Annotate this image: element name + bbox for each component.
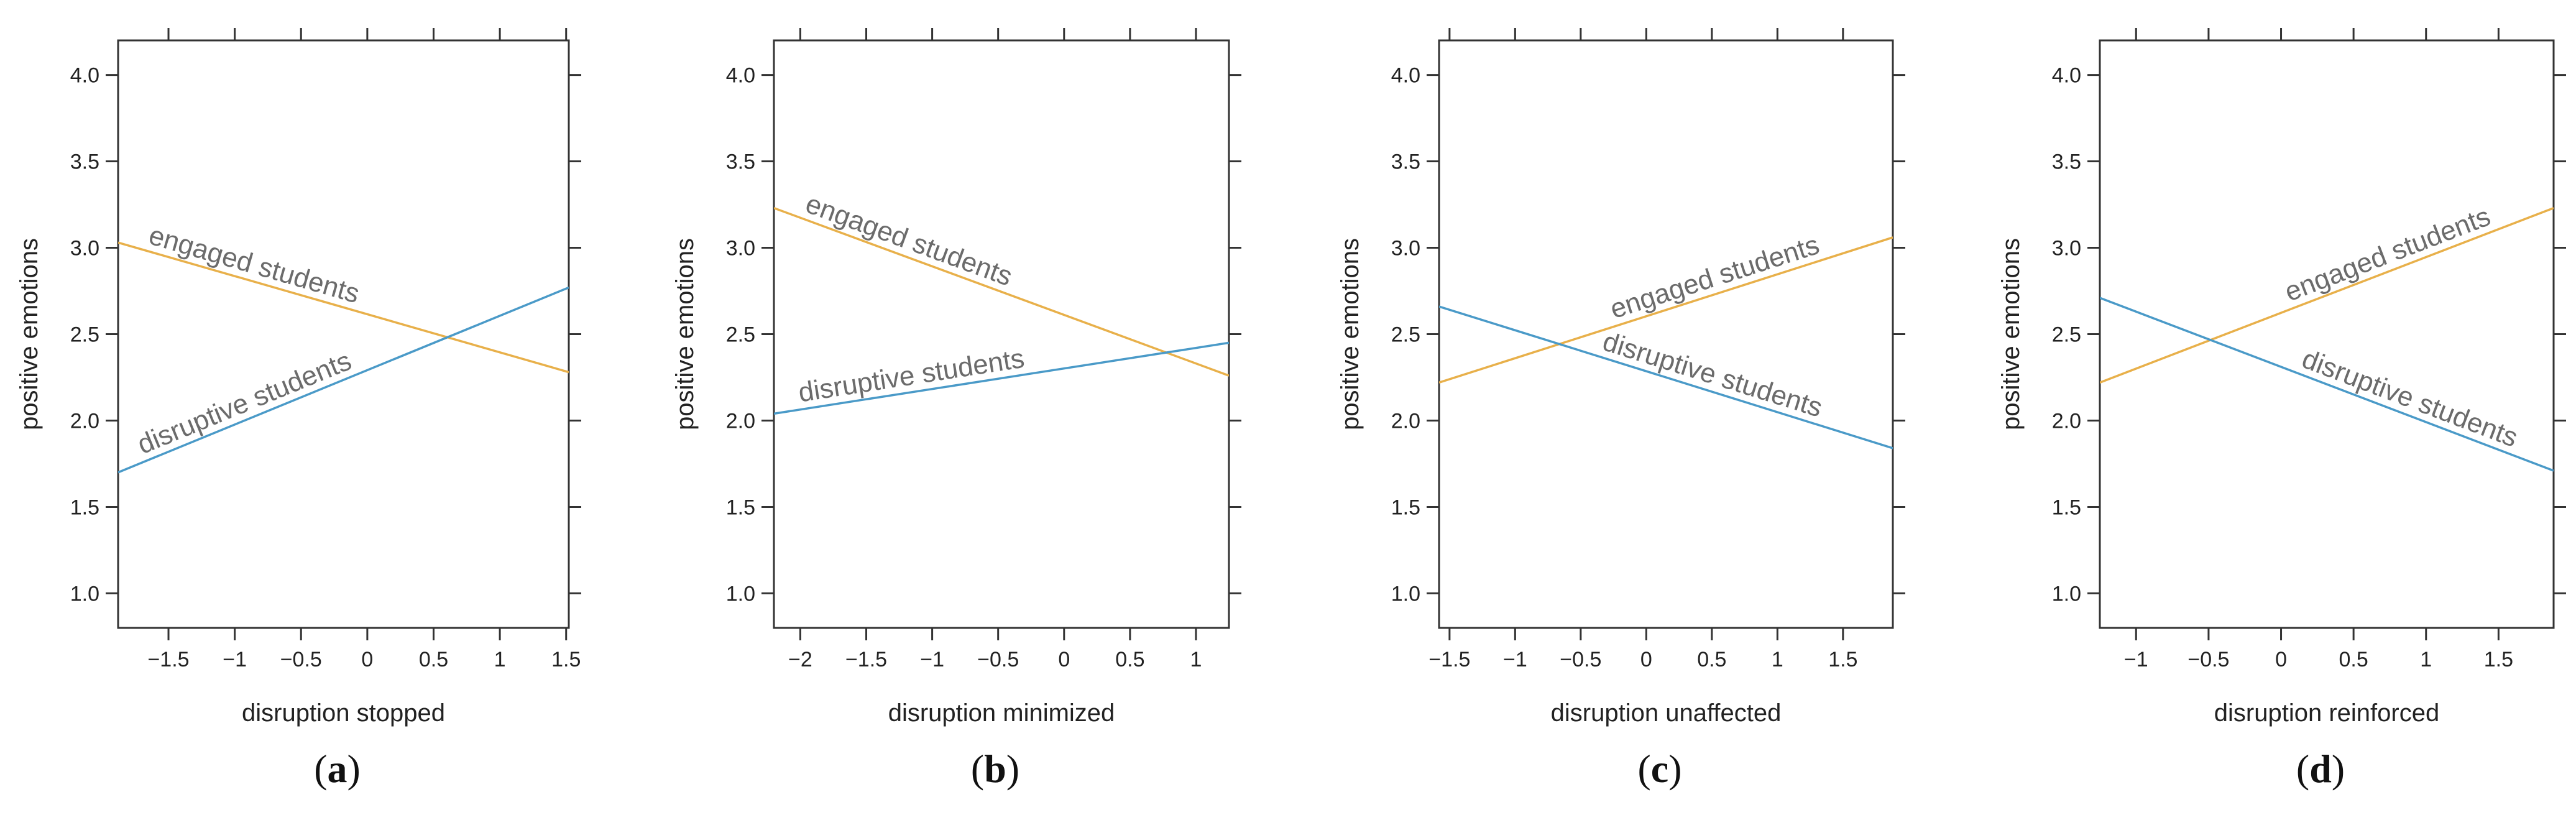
x-tick-label: −1 (2124, 648, 2148, 671)
x-tick-label: 0.5 (419, 648, 448, 671)
x-tick-label: −1.5 (1428, 648, 1470, 671)
x-tick-label: −1 (223, 648, 247, 671)
y-tick-label: 1.5 (1391, 495, 1420, 519)
y-axis-title: positive emotions (1336, 238, 1364, 430)
x-tick-label: 1 (1772, 648, 1783, 671)
x-tick-label: −0.5 (280, 648, 322, 671)
x-tick-label: −1 (920, 648, 944, 671)
y-tick-label: 4.0 (70, 64, 99, 88)
y-tick-label: 3.0 (726, 237, 755, 260)
y-tick-label: 2.0 (70, 409, 99, 433)
y-tick-label: 2.0 (726, 409, 755, 433)
x-tick-label: −0.5 (977, 648, 1019, 671)
y-tick-label: 3.0 (1391, 237, 1420, 260)
y-tick-label: 4.0 (2052, 64, 2081, 88)
y-tick-label: 3.5 (1391, 150, 1420, 174)
y-tick-label: 1.0 (726, 582, 755, 606)
y-tick-label: 1.0 (2052, 582, 2081, 606)
y-tick-label: 3.0 (70, 237, 99, 260)
x-tick-label: 1 (1190, 648, 1202, 671)
x-axis-title: disruption stopped (242, 699, 445, 727)
x-tick-label: 0 (1058, 648, 1070, 671)
series-line-engaged (118, 241, 569, 374)
x-tick-label: 0 (361, 648, 373, 671)
panel-letter: (b) (971, 747, 1019, 791)
x-tick-label: 1.5 (551, 648, 581, 671)
x-tick-label: 0.5 (1697, 648, 1726, 671)
series-line-disruptive (774, 341, 1229, 415)
y-tick-label: 2.5 (1391, 323, 1420, 347)
y-tick-label: 1.5 (70, 495, 99, 519)
y-tick-label: 3.5 (2052, 150, 2081, 174)
x-tick-label: 1 (494, 648, 506, 671)
x-tick-label: 0.5 (2339, 648, 2368, 671)
y-tick-label: 1.0 (70, 582, 99, 606)
x-tick-label: −0.5 (2187, 648, 2229, 671)
x-axis-title: disruption reinforced (2214, 699, 2439, 727)
x-axis-title: disruption minimized (888, 699, 1115, 727)
series-line-engaged (1439, 236, 1893, 384)
x-tick-label: 0.5 (1115, 648, 1144, 671)
y-tick-label: 4.0 (726, 64, 755, 88)
y-tick-label: 1.5 (726, 495, 755, 519)
panel-letter: (d) (2296, 747, 2345, 791)
x-tick-label: −1.5 (845, 648, 887, 671)
y-tick-label: 2.0 (1391, 409, 1420, 433)
y-axis-title: positive emotions (671, 238, 699, 430)
series-line-engaged (2100, 206, 2554, 384)
x-tick-label: 1.5 (1828, 648, 1857, 671)
series-line-disruptive (2100, 297, 2554, 472)
y-tick-label: 1.0 (1391, 582, 1420, 606)
x-tick-label: −1 (1503, 648, 1527, 671)
x-tick-label: 1 (2420, 648, 2432, 671)
y-tick-label: 3.5 (70, 150, 99, 174)
x-tick-label: 0 (2275, 648, 2287, 671)
y-tick-label: 2.0 (2052, 409, 2081, 433)
series-line-disruptive (1439, 305, 1893, 449)
x-tick-label: 0 (1640, 648, 1652, 671)
y-tick-label: 2.5 (2052, 323, 2081, 347)
y-tick-label: 3.0 (2052, 237, 2081, 260)
x-tick-label: −2 (788, 648, 812, 671)
panel-letter: (a) (314, 747, 361, 791)
y-tick-label: 2.5 (70, 323, 99, 347)
x-axis-title: disruption unaffected (1551, 699, 1782, 727)
panel-letter: (c) (1637, 747, 1681, 791)
x-tick-label: 1.5 (2484, 648, 2513, 671)
series-line-engaged (774, 206, 1229, 377)
x-tick-label: −1.5 (147, 648, 189, 671)
y-axis-title: positive emotions (16, 238, 43, 430)
x-tick-label: −0.5 (1560, 648, 1601, 671)
series-line-disruptive (118, 286, 569, 474)
y-tick-label: 4.0 (1391, 64, 1420, 88)
y-tick-label: 2.5 (726, 323, 755, 347)
y-tick-label: 1.5 (2052, 495, 2081, 519)
y-tick-label: 3.5 (726, 150, 755, 174)
y-axis-title: positive emotions (1997, 238, 2025, 430)
